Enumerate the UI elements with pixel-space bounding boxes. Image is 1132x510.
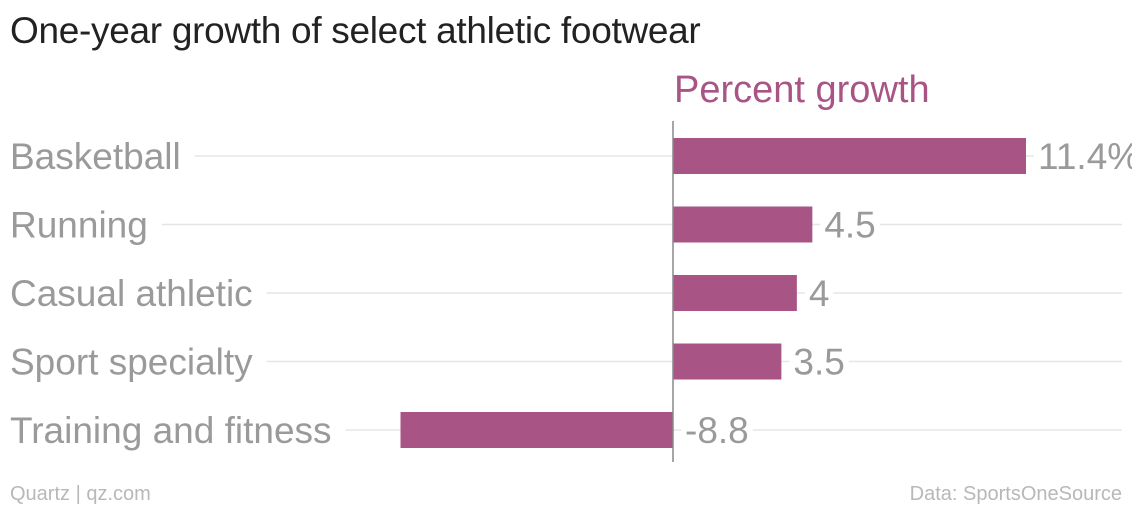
value-label: 3.5 <box>793 342 844 383</box>
bar-training-and-fitness <box>400 412 673 448</box>
bar-chart: Percent growth Basketball 11.4% Running 4.5… <box>10 69 1132 462</box>
label-knockout <box>681 427 753 433</box>
category-label: Basketball <box>10 136 181 177</box>
category-label: Sport specialty <box>10 342 253 383</box>
label-knockout <box>804 290 834 296</box>
value-label: -8.8 <box>685 410 749 451</box>
label-knockout <box>1034 153 1132 159</box>
footer-credit: Quartz | qz.com <box>10 483 151 505</box>
category-label: Casual athletic <box>10 273 253 314</box>
bar-row-basketball: Basketball 11.4% <box>10 136 1132 177</box>
category-label: Training and fitness <box>10 410 332 451</box>
bar-sport-specialty <box>673 343 782 380</box>
bar-row-running: Running 4.5 <box>10 205 1122 246</box>
bar-row-sport-specialty: Sport specialty 3.5 <box>10 342 1122 383</box>
footer-source: Data: SportsOneSource <box>909 483 1122 505</box>
value-label: 4 <box>809 273 830 314</box>
bar-running <box>673 206 813 243</box>
label-knockout <box>820 221 880 228</box>
bar-row-casual-athletic: Casual athletic 4 <box>10 273 1122 314</box>
bar-casual-athletic <box>673 275 797 311</box>
value-label: 4.5 <box>824 205 875 246</box>
bar-row-training-and-fitness: Training and fitness -8.8 <box>10 410 1122 451</box>
label-knockout <box>789 358 849 365</box>
value-header: Percent growth <box>674 69 930 111</box>
bar-basketball <box>673 138 1026 174</box>
category-label: Running <box>10 205 148 246</box>
page-title: One-year growth of select athletic footw… <box>10 10 701 51</box>
value-label: 11.4% <box>1038 136 1132 177</box>
